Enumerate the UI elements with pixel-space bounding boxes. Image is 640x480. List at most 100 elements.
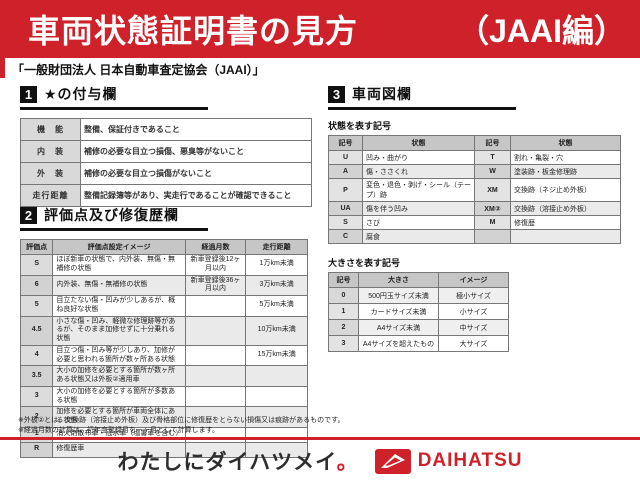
table-cell: S [19,254,54,276]
table-cell: C [328,229,363,244]
column-header: イメージ [438,272,509,288]
table-row: S さび M 修復歴 [328,215,621,230]
column-header: 状態 [362,135,475,151]
star-criteria-table: 機 能整備、保証付きであること内 装補修の必要な目立つ損傷、悪臭等がないこと外 … [20,118,312,207]
column-header: 走行距離 [245,239,308,255]
table-cell [184,344,247,367]
table-cell: UA [328,201,363,216]
table-cell: 塗装跡・板金修理跡 [510,164,621,179]
table-cell: 新車登録後12ヶ月以内 [184,254,247,276]
column-header: 大きさ [358,272,439,288]
table-cell: 内外装、無傷・無補修の状態 [52,274,186,296]
brand-logo: DAIHATSU [374,448,523,474]
table-row: 4.5 小さな傷・凹み、軽微な修理跡等があるが、そのまま加修せずに十分乗れる状態 1… [19,315,308,346]
daihatsu-mark-icon [374,448,411,474]
table-cell: ほぼ新車の状態で、内外装、無傷・無補修の状態 [52,254,186,276]
section-number-badge: 3 [328,85,345,103]
table-cell: 交換跡（ネジ止め外板） [510,178,621,202]
table-cell: R [19,441,54,458]
table-row: 外 装補修の必要な目立つ損傷がないこと [20,162,312,185]
footnotes: ※外板②とは、交換跡（溶接止め外板）及び骨格部位に修復歴をとらない損傷又は痕跡が… [18,416,344,436]
table-cell: 腐食 [362,229,475,244]
table-cell: 2 [328,319,359,336]
table-row: 4 目立つ傷・凹み等が少しあり、加修が必要と思われる箇所が数ヶ所ある状態 15万km… [19,344,308,367]
table-cell: 凹み・曲がり [362,150,475,165]
table-cell: 5 [19,295,54,317]
table-cell: 外 装 [20,162,81,185]
condition-symbols-label: 状態を表す記号 [328,121,392,131]
table-cell: 内 装 [20,140,81,163]
table-cell: 修復歴 [510,215,621,230]
table-cell [184,365,247,387]
table-cell: A4サイズ未満 [358,319,439,336]
table-row: 機 能整備、保証付きであること [20,118,312,141]
column-header: 評価点設定イメージ [52,239,186,255]
column-header: 状態 [510,135,621,151]
table-row: 0 500円玉サイズ未満 極小サイズ [328,287,509,304]
column-header: 経過月数 [184,239,247,255]
table-cell: XM② [474,201,511,216]
table-cell: 極小サイズ [438,287,509,304]
section-title: 車両図欄 [352,86,412,102]
table-cell: 小さな傷・凹み、軽微な修理跡等があるが、そのまま加修せずに十分乗れる状態 [52,315,186,346]
page-title: 車両状態証明書の見方 [28,13,359,49]
table-cell [184,315,247,346]
table-row: 5 目立たない傷・凹みが少しあるが、概ね良好な状態 5万km未満 [19,295,308,317]
table-cell: 新車登録後36ヶ月以内 [184,274,247,296]
table-cell: 3.5 [19,365,54,387]
table-cell: P [328,178,363,202]
table-cell: 中サイズ [438,319,509,336]
table-row: 3 A4サイズを超えたもの 大サイズ [328,335,509,352]
table-row: 6 内外装、無傷・無補修の状態 新車登録後36ヶ月以内 3万km未満 [19,274,308,296]
table-cell: A [328,164,363,179]
table-cell: 傷・ささくれ [362,164,475,179]
table-row: C 腐食 [328,229,621,244]
table-cell: 機 能 [20,118,81,141]
table-header-row: 記号 大きさ イメージ [328,272,509,288]
table-cell [184,295,247,317]
size-symbols-label: 大きさを表す記号 [328,258,401,268]
table-row: 1 カードサイズ未満 小サイズ [328,303,509,320]
table-cell [245,385,308,408]
table-row: P 変色・退色・剥げ・シール（テープ）跡 XM 交換跡（ネジ止め外板） [328,178,621,202]
table-cell: 傷を伴う凹み [362,201,475,216]
table-cell: U [328,150,363,165]
section-title: ★の付与欄 [44,86,118,102]
table-cell: 3 [19,385,54,408]
table-row: 3.5 大小の加修を必要とする箇所が数ヶ所ある状態又は外板②適用車 [19,365,308,387]
column-header: 記号 [328,272,359,288]
footnote-line: ※経過月数の計算は、初年度登録月を一ヶ月として計算します。 [18,427,219,435]
table-row: 3 大小の加修を必要とする箇所が多数ある状態 [19,385,308,408]
table-cell: 大サイズ [438,335,509,352]
section-number-badge: 2 [20,206,37,224]
page-title-edition: （JAAI編） [457,13,626,49]
table-cell: 4 [19,344,54,367]
table-cell: 500円玉サイズ未満 [358,287,439,304]
table-cell: 整備記録簿等があり、実走行であることが確認できること [80,184,312,207]
table-cell: 3万km未満 [245,274,308,296]
section-header: 2 評価点及び修復歴欄 [20,205,316,225]
table-cell: A4サイズを超えたもの [358,335,439,352]
table-cell: 目立たない傷・凹みが少しあるが、概ね良好な状態 [52,295,186,317]
evaluation-points-table: 評価点 評価点設定イメージ 経過月数 走行距離 S ほぼ新車の状態で、内外装、無傷・無補修… [19,239,308,458]
table-cell: XM [474,178,511,202]
table-row: UA 傷を伴う凹み XM② 交換跡（溶接止め外板） [328,201,621,216]
table-cell: 交換跡（溶接止め外板） [510,201,621,216]
table-cell: 補修の必要な目立つ損傷、悪臭等がないこと [80,140,312,163]
table-cell: 大小の加修を必要とする箇所が数ヶ所ある状態又は外板②適用車 [52,365,186,387]
table-row: U 凹み・曲がり T 割れ・亀裂・穴 [328,150,621,165]
footer-brand-area: わたしにダイハツメイ。 DAIHATSU [0,443,640,479]
size-symbols-table: 記号 大きさ イメージ 0 500円玉サイズ未満 極小サイズ 1 カードサイズ未満 小サイズ 2 A… [328,272,509,352]
table-cell: 0 [328,287,359,304]
table-cell: S [328,215,363,230]
table-cell: 5万km未満 [245,295,308,317]
section-vehicle-diagram: 3 車両図欄 状態を表す記号 記号 状態 記号 状態 U 凹み・曲がり T 割れ・亀裂・穴 A 傷… [328,84,624,352]
table-row: 2 A4サイズ未満 中サイズ [328,319,509,336]
table-cell: 補修の必要な目立つ損傷がないこと [80,162,312,185]
table-cell: 2 [19,406,54,428]
table-cell: T [474,150,511,165]
table-cell [245,441,308,458]
section-header: 3 車両図欄 [328,84,624,104]
table-cell: 15万km未満 [245,344,308,367]
table-cell: 大小の加修を必要とする箇所が多数ある状態 [52,385,186,408]
